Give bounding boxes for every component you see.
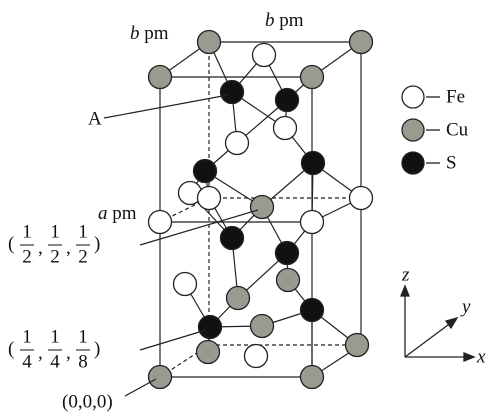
unit: pm bbox=[144, 23, 169, 44]
numerator: 1 bbox=[78, 221, 88, 242]
arrow bbox=[464, 353, 474, 361]
b-label: b pm bbox=[265, 10, 304, 31]
atom bbox=[198, 31, 221, 54]
atom bbox=[301, 66, 324, 89]
comma: , bbox=[66, 342, 71, 363]
atoms bbox=[149, 31, 373, 389]
crystal-diagram: b pm b pm A a pm (0,0,0) (12,12,12)(14,1… bbox=[0, 0, 489, 417]
origin-label: (0,0,0) bbox=[62, 391, 113, 412]
x-label: x bbox=[476, 346, 486, 367]
atom bbox=[251, 196, 274, 219]
atom bbox=[251, 315, 274, 338]
numerator: 1 bbox=[50, 326, 60, 347]
atom bbox=[276, 242, 299, 265]
paren: ( bbox=[8, 233, 14, 254]
legend-swatch bbox=[402, 119, 424, 141]
numerator: 1 bbox=[22, 221, 32, 242]
denominator: 2 bbox=[22, 246, 32, 267]
z-label: z bbox=[401, 264, 410, 285]
numerator: 1 bbox=[78, 326, 88, 347]
atom bbox=[274, 117, 297, 140]
unit: pm bbox=[112, 203, 137, 224]
atom bbox=[245, 345, 268, 368]
coordinates: (12,12,12)(14,14,18) bbox=[8, 221, 100, 372]
unit: pm bbox=[279, 10, 304, 31]
atom bbox=[346, 334, 369, 357]
paren: ( bbox=[8, 338, 14, 359]
atom bbox=[301, 211, 324, 234]
arrow bbox=[401, 286, 409, 296]
comma: , bbox=[38, 237, 43, 258]
legend-swatch bbox=[402, 152, 424, 174]
atom bbox=[197, 341, 220, 364]
legend-label: Fe bbox=[446, 86, 465, 107]
comma: , bbox=[38, 342, 43, 363]
atom bbox=[277, 269, 300, 292]
atom bbox=[149, 366, 172, 389]
atom bbox=[149, 211, 172, 234]
legend-swatch bbox=[402, 86, 424, 108]
var: b bbox=[265, 10, 275, 31]
atom bbox=[149, 66, 172, 89]
atom bbox=[221, 81, 244, 104]
y-axis bbox=[405, 322, 452, 357]
atom bbox=[198, 187, 221, 210]
comma: , bbox=[66, 237, 71, 258]
atom bbox=[227, 287, 250, 310]
atom bbox=[350, 187, 373, 210]
denominator: 8 bbox=[78, 351, 88, 372]
denominator: 4 bbox=[50, 351, 60, 372]
a-label: a pm bbox=[98, 203, 137, 224]
var: b bbox=[130, 23, 140, 44]
atom bbox=[199, 316, 222, 339]
atom bbox=[221, 227, 244, 250]
atom bbox=[194, 160, 217, 183]
arrow bbox=[446, 318, 457, 328]
paren: ) bbox=[94, 233, 100, 254]
atom bbox=[301, 366, 324, 389]
y-label: y bbox=[460, 296, 471, 317]
atom bbox=[226, 132, 249, 155]
atom bbox=[350, 31, 373, 54]
atom bbox=[302, 152, 325, 175]
numerator: 1 bbox=[22, 326, 32, 347]
numerator: 1 bbox=[50, 221, 60, 242]
atom-label: A bbox=[88, 108, 102, 129]
legend-label: S bbox=[446, 152, 457, 173]
atom bbox=[301, 299, 324, 322]
b-label: b pm bbox=[130, 23, 169, 44]
denominator: 2 bbox=[78, 246, 88, 267]
leader bbox=[140, 330, 206, 350]
denominator: 2 bbox=[50, 246, 60, 267]
atom bbox=[174, 273, 197, 296]
paren: ) bbox=[94, 338, 100, 359]
legend: Fe Cu S bbox=[402, 86, 469, 174]
var: a bbox=[98, 203, 108, 224]
denominator: 4 bbox=[22, 351, 32, 372]
atom bbox=[253, 44, 276, 67]
legend-label: Cu bbox=[446, 119, 469, 140]
atom bbox=[276, 89, 299, 112]
leader bbox=[125, 379, 156, 396]
